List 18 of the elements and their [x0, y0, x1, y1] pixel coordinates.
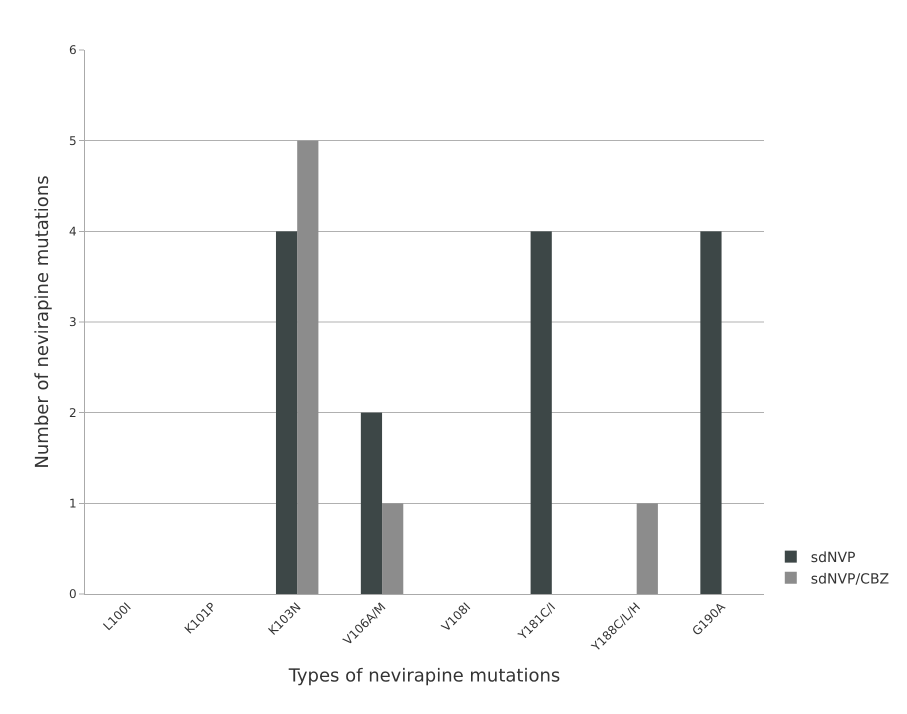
y-tick-label: 3	[68, 315, 77, 330]
bar	[382, 503, 404, 594]
bar	[700, 231, 722, 594]
bar	[530, 231, 552, 594]
y-tick-label: 4	[68, 224, 77, 239]
legend-label: sdNVP/CBZ	[810, 571, 890, 588]
y-tick-label: 5	[68, 134, 77, 148]
bar	[360, 412, 382, 594]
y-tick-label: 0	[68, 587, 77, 602]
bar	[636, 503, 658, 594]
y-tick-label: 1	[68, 496, 77, 511]
bar	[276, 231, 298, 594]
legend-label: sdNVP	[810, 550, 856, 566]
bar	[297, 140, 318, 594]
y-axis-title: Number of nevirapine mutations	[32, 175, 54, 469]
x-axis-title: Types of nevirapine mutations	[288, 666, 560, 687]
y-tick-label: 6	[68, 43, 77, 58]
y-tick-label: 2	[68, 406, 77, 420]
